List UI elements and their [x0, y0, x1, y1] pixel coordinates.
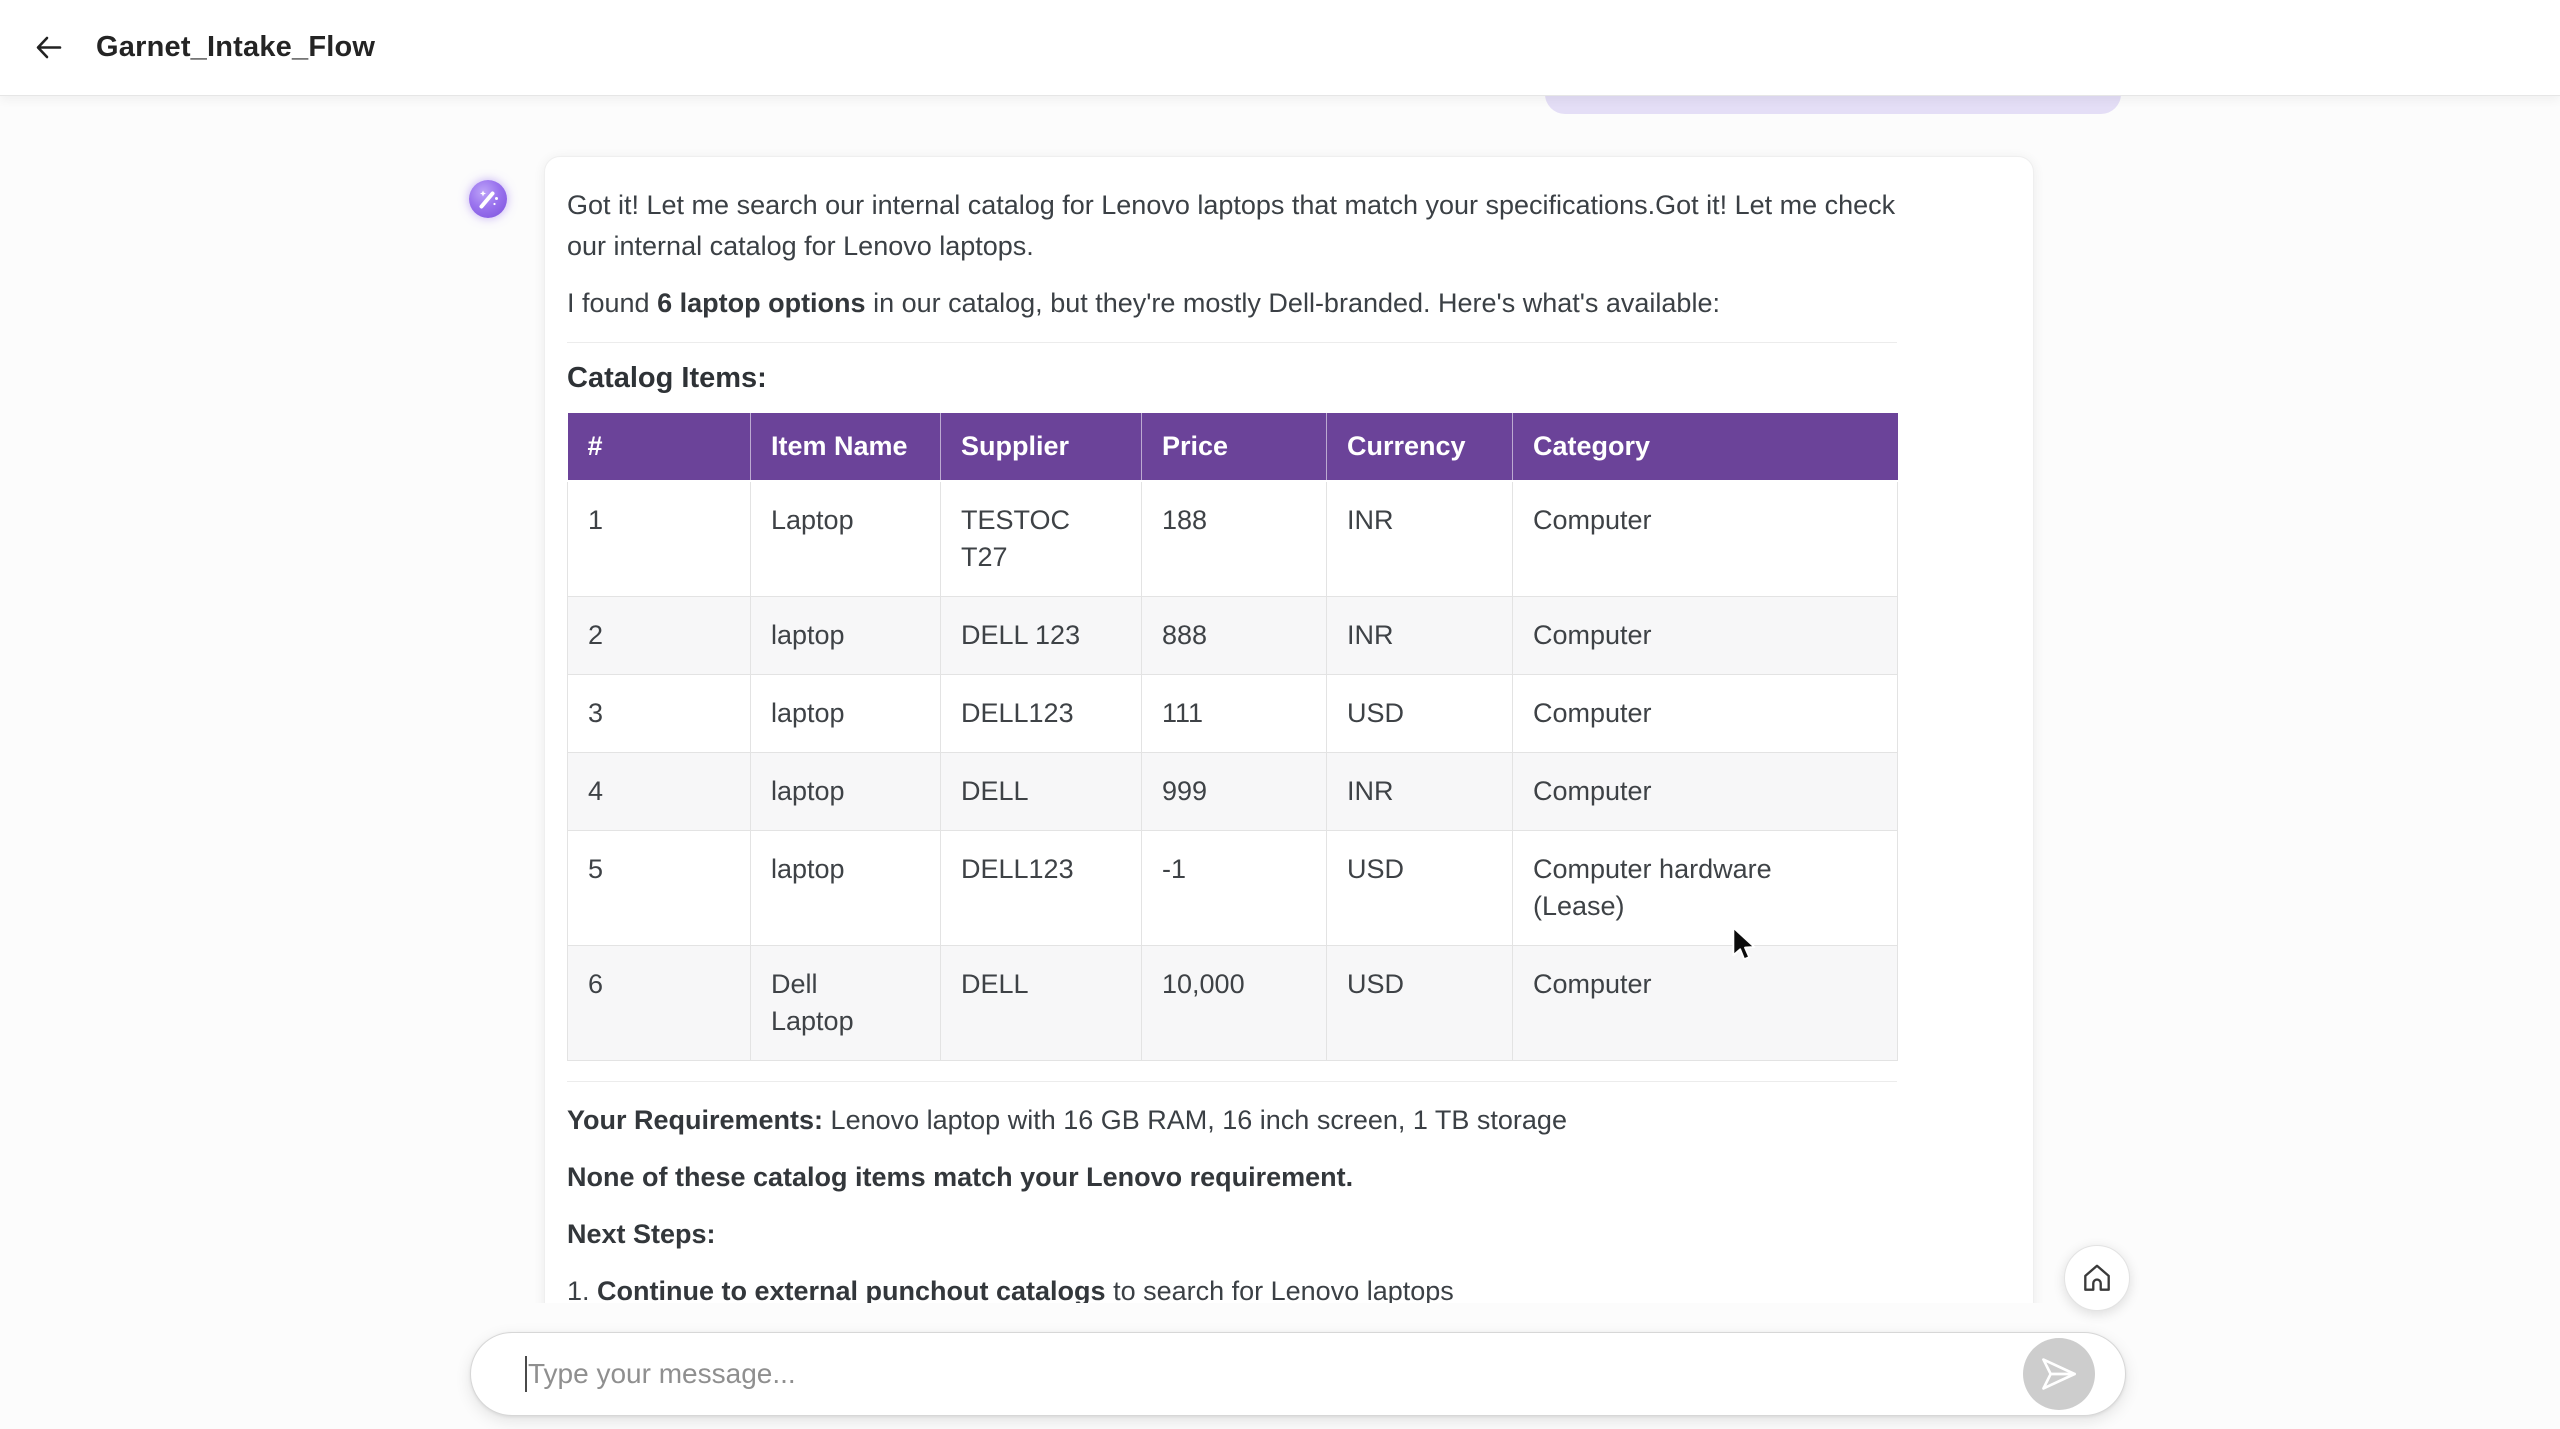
arrow-left-icon [30, 30, 66, 66]
table-cell: 888 [1141, 596, 1327, 675]
table-row: 4 laptop DELL 999 INR Computer [567, 752, 1898, 831]
assistant-message-card: Got it! Let me search our internal catal… [544, 156, 2034, 1303]
no-match-line: None of these catalog items match your L… [567, 1157, 1897, 1198]
table-cell: Laptop [750, 480, 941, 597]
table-cell: INR [1326, 752, 1513, 831]
user-message-bubble [1545, 96, 2121, 114]
table-cell: 2 [567, 596, 751, 675]
table-cell: -1 [1141, 830, 1327, 946]
table-cell: USD [1326, 830, 1513, 946]
table-cell: DELL [940, 752, 1142, 831]
divider [567, 342, 1897, 343]
divider [567, 1081, 1897, 1082]
chat-scroll-area[interactable]: Got it! Let me search our internal catal… [0, 96, 2560, 1303]
table-cell: Computer [1512, 596, 1898, 675]
assistant-avatar [469, 180, 507, 218]
table-cell: 1 [567, 480, 751, 597]
table-row: 2 laptop DELL 123 888 INR Computer [567, 596, 1898, 675]
table-cell: 10,000 [1141, 945, 1327, 1061]
table-cell: 188 [1141, 480, 1327, 597]
table-cell: 6 [567, 945, 751, 1061]
table-cell: USD [1326, 674, 1513, 753]
table-cell: DELL123 [940, 830, 1142, 946]
table-cell: DELL 123 [940, 596, 1142, 675]
table-cell: laptop [750, 674, 941, 753]
message-input-pill [470, 1332, 2126, 1416]
requirements-line: Your Requirements: Lenovo laptop with 16… [567, 1105, 1567, 1135]
home-icon [2080, 1261, 2114, 1295]
table-cell: 4 [567, 752, 751, 831]
table-cell: laptop [750, 596, 941, 675]
table-cell: Computer hardware (Lease) [1512, 830, 1898, 946]
catalog-table: # Item Name Supplier Price Currency Category … [567, 413, 1898, 1061]
catalog-items-heading: Catalog Items: [567, 362, 767, 394]
send-button[interactable] [2023, 1338, 2095, 1410]
table-row: 6 Dell Laptop DELL 10,000 USD Computer [567, 945, 1898, 1061]
table-cell: Computer [1512, 480, 1898, 597]
table-cell: laptop [750, 830, 941, 946]
column-header: Supplier [940, 413, 1142, 482]
message-paragraph: I found 6 laptop options in our catalog,… [567, 288, 1720, 318]
bold-text: None of these catalog items match your L… [567, 1162, 1354, 1192]
next-step-item: 1. Continue to external punchout catalog… [567, 1271, 1897, 1303]
next-steps-heading: Next Steps: [567, 1214, 1897, 1255]
text-caret [525, 1356, 527, 1392]
table-cell: 999 [1141, 752, 1327, 831]
back-button[interactable] [26, 26, 70, 70]
magic-wand-icon [473, 184, 503, 214]
table-cell: laptop [750, 752, 941, 831]
app-header: Garnet_Intake_Flow [0, 0, 2560, 96]
catalog-table-body: 1 Laptop TESTOCT27 188 INR Computer 2 laptop DEL… [567, 480, 1898, 1061]
bold-text: 6 laptop options [657, 288, 866, 318]
bold-text: Your Requirements: [567, 1105, 824, 1135]
table-cell: Computer [1512, 945, 1898, 1061]
table-cell: INR [1326, 480, 1513, 597]
table-row: 1 Laptop TESTOCT27 188 INR Computer [567, 480, 1898, 597]
table-cell: 5 [567, 830, 751, 946]
table-cell: Computer [1512, 752, 1898, 831]
table-cell: USD [1326, 945, 1513, 1061]
table-cell: 3 [567, 674, 751, 753]
composer-bar [470, 1332, 2126, 1416]
table-row: 3 laptop DELL123 111 USD Computer [567, 674, 1898, 753]
message-input[interactable] [527, 1358, 2011, 1390]
column-header: Price [1141, 413, 1327, 482]
column-header: Category [1512, 413, 1898, 482]
message-paragraph: Got it! Let me search our internal catal… [567, 190, 1896, 261]
catalog-table-head-row: # Item Name Supplier Price Currency Category [567, 413, 1898, 482]
table-cell: Computer [1512, 674, 1898, 753]
column-header: Item Name [750, 413, 941, 482]
table-cell: DELL123 [940, 674, 1142, 753]
table-cell: 111 [1141, 674, 1327, 753]
table-cell: TESTOCT27 [940, 480, 1142, 597]
table-cell: INR [1326, 596, 1513, 675]
bold-text: Continue to external punchout catalogs [597, 1276, 1106, 1303]
table-row: 5 laptop DELL123 -1 USD Computer hardware (Le… [567, 830, 1898, 946]
paper-plane-icon [2039, 1355, 2079, 1393]
table-cell: Dell Laptop [750, 945, 941, 1061]
home-button[interactable] [2064, 1245, 2130, 1311]
column-header: # [567, 413, 751, 482]
table-cell: DELL [940, 945, 1142, 1061]
column-header: Currency [1326, 413, 1513, 482]
bold-text: Next Steps: [567, 1219, 716, 1249]
page-title: Garnet_Intake_Flow [96, 31, 376, 63]
